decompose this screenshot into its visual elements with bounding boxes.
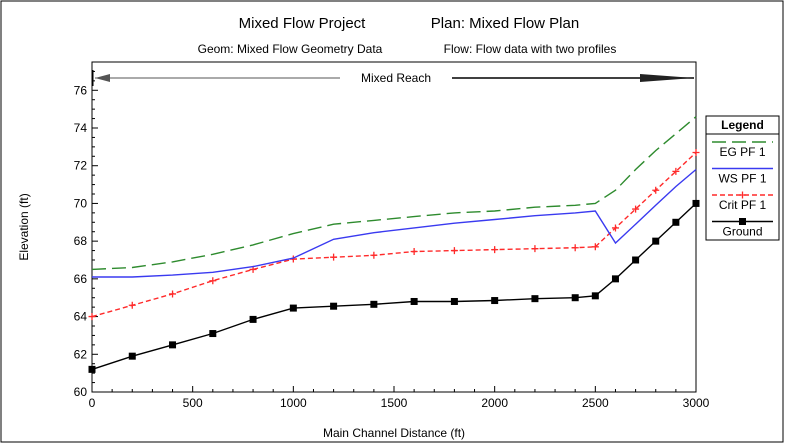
y-tick-label: 70 <box>74 196 88 210</box>
ground-point <box>632 256 640 264</box>
x-tick-label: 1500 <box>381 396 408 410</box>
chart-flow: Flow: Flow data with two profiles <box>444 42 617 56</box>
x-axis-label: Main Channel Distance (ft) <box>323 426 465 440</box>
reach-arrow-right <box>640 74 694 82</box>
reach-bar: Mixed Reach <box>92 70 697 86</box>
y-tick-label: 62 <box>74 347 88 361</box>
x-tick-label: 2500 <box>582 396 609 410</box>
crit-point <box>632 205 640 213</box>
chart-title: Mixed Flow Project <box>239 15 367 32</box>
crit-point <box>330 253 338 261</box>
ground-point <box>491 297 499 305</box>
legend-label-crit-pf-1: Crit PF 1 <box>719 198 767 212</box>
crit-point <box>410 248 418 256</box>
ground-point <box>128 352 136 360</box>
crit-point <box>209 277 217 285</box>
ground-point <box>249 315 257 323</box>
x-tick-label: 1000 <box>280 396 307 410</box>
y-tick-label: 74 <box>74 121 88 135</box>
y-tick-label: 60 <box>74 385 88 399</box>
ground-point <box>370 300 378 308</box>
ground-point <box>169 341 177 349</box>
reach-label: Mixed Reach <box>361 71 431 85</box>
y-tick-label: 72 <box>74 159 88 173</box>
crit-point <box>652 186 660 194</box>
y-tick-label: 66 <box>74 272 88 286</box>
y-tick-label: 64 <box>74 310 88 324</box>
ground-point <box>571 294 579 302</box>
y-axis-label: Elevation (ft) <box>17 193 31 260</box>
series-layer <box>88 116 700 373</box>
crit-point <box>128 301 136 309</box>
chart-plan: Plan: Mixed Flow Plan <box>431 15 579 32</box>
crit-point <box>450 247 458 255</box>
y-tick-label: 68 <box>74 234 88 248</box>
ground-point <box>209 330 217 338</box>
ground-point <box>289 304 297 312</box>
x-tick-label: 3000 <box>683 396 710 410</box>
crit-point <box>370 251 378 259</box>
legend-marker-ground <box>739 218 746 225</box>
crit-point <box>491 246 499 254</box>
crit-point <box>531 245 539 253</box>
legend-label-ground: Ground <box>722 225 762 239</box>
y-tick-label: 76 <box>74 83 88 97</box>
ground-point <box>672 218 680 226</box>
legend-marker-crit <box>739 191 746 199</box>
legend: Legend EG PF 1 WS PF 1 Crit PF 1 Ground <box>705 115 780 241</box>
chart-geom: Geom: Mixed Flow Geometry Data <box>198 42 383 56</box>
x-tick-label: 0 <box>89 396 96 410</box>
ground-point <box>611 275 619 283</box>
series-line-eg-pf-1 <box>91 116 697 271</box>
reach-arrow-left <box>95 74 110 82</box>
series-line-ws-pf-1 <box>92 168 697 278</box>
ground-point <box>410 297 418 305</box>
crit-point <box>692 149 700 157</box>
crit-point <box>169 290 177 298</box>
axis-ticks: 0 500 1000 1500 2000 2500 3000 60 62 64 66 68 70 72 74… <box>74 70 710 410</box>
ground-point <box>652 237 660 245</box>
crit-point <box>571 244 579 252</box>
ground-point <box>88 365 96 373</box>
legend-entries: EG PF 1 WS PF 1 Crit PF 1 Ground <box>712 141 773 239</box>
ground-point <box>531 295 539 303</box>
crit-point <box>672 167 680 175</box>
crit-point <box>591 243 599 251</box>
x-tick-label: 2000 <box>481 396 508 410</box>
ground-point <box>692 199 700 207</box>
ground-point <box>330 302 338 310</box>
legend-title: Legend <box>721 118 764 132</box>
x-tick-label: 500 <box>183 396 203 410</box>
crit-point <box>611 224 619 232</box>
crit-point <box>88 313 96 321</box>
ground-point <box>450 297 458 305</box>
ground-point <box>591 292 599 300</box>
legend-label-ws-pf-1: WS PF 1 <box>718 172 766 186</box>
legend-label-eg-pf-1: EG PF 1 <box>719 145 765 159</box>
